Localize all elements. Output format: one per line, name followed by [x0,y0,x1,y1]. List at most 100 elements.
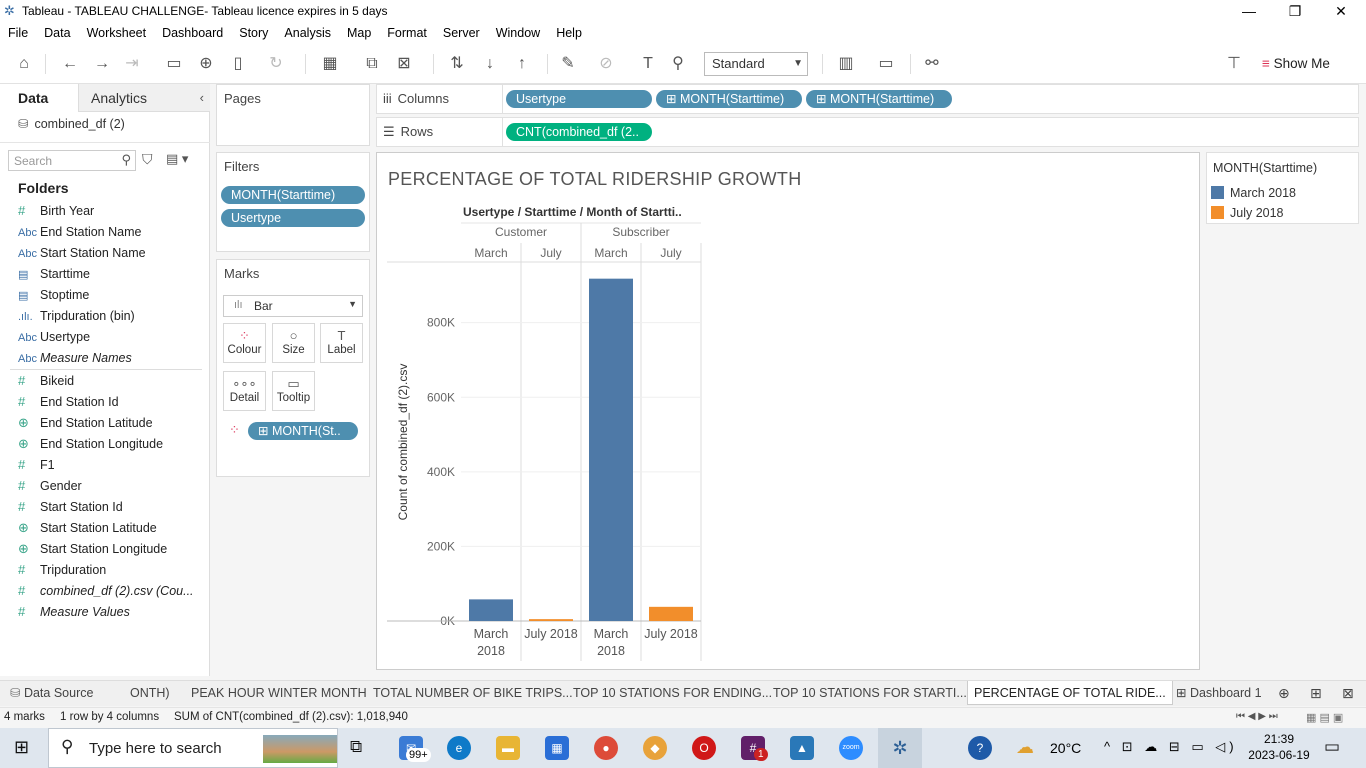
replay-icon[interactable]: ⇥ [125,55,139,72]
swap-icon[interactable]: ⇅ [450,55,464,72]
field-start-station-id[interactable]: # Start Station Id [18,497,123,517]
menu-analysis[interactable]: Analysis [284,26,331,40]
clear-sheet-icon[interactable]: ⊠ [397,55,411,72]
sheet-tab[interactable]: ONTH) [130,686,170,700]
field-end-station-latitude[interactable]: ⊕ End Station Latitude [18,413,153,433]
chrome-icon[interactable]: ● [594,736,618,760]
new-story-icon[interactable]: ⊠ [1342,685,1354,701]
show-me-button[interactable]: ≡ Show Me [1262,52,1330,76]
field-starttime[interactable]: ▤ Starttime [18,264,90,284]
minimize-icon[interactable]: — [1242,3,1256,19]
text-label-icon[interactable]: T [643,55,653,72]
menu-dashboard[interactable]: Dashboard [162,26,224,40]
restore-icon[interactable]: ❐ [1288,3,1302,19]
sheet-tab[interactable]: TOP 10 STATIONS FOR STARTI... [773,686,967,700]
dashboard-tab[interactable]: ⊞ Dashboard 1 [1176,686,1262,700]
label-button[interactable]: T Label [320,323,363,363]
menu-story[interactable]: Story [239,26,269,40]
tableau-taskbar-active[interactable] [878,728,922,768]
notification-icon[interactable]: ▭ [1324,737,1341,756]
brave-icon[interactable]: ◆ [643,736,667,760]
pages-card[interactable]: Pages [216,84,370,146]
colour-pill-month[interactable]: ⊞ MONTH(St.. [248,422,358,440]
field-measure-values[interactable]: # Measure Values [18,602,130,622]
view-mode-icons[interactable]: ▦ ▤ ▣ [1306,712,1344,724]
save-icon[interactable]: ▭ [166,55,182,72]
undo-icon[interactable]: ← [62,55,78,72]
row-pill-count[interactable]: CNT(combined_df (2.. [506,123,652,141]
field-bikeid[interactable]: # Bikeid [18,371,74,391]
menu-file[interactable]: File [8,26,29,40]
field-end-station-name[interactable]: Abc End Station Name [18,222,141,242]
new-dashboard-icon[interactable]: ⊞ [1310,685,1322,701]
show-cards-icon[interactable]: ▥ [838,55,854,72]
field-start-station-name[interactable]: Abc Start Station Name [18,243,146,263]
close-icon[interactable]: ✕ [1335,3,1347,19]
weather-icon[interactable]: ☁ [1016,737,1034,757]
field-search-input[interactable]: Search ⚲ [8,150,136,171]
duplicate-icon[interactable]: ⧉ [366,55,378,72]
highlight-icon[interactable]: ✎ [561,55,575,72]
store-icon[interactable]: ▦ [545,736,569,760]
menu-data[interactable]: Data [44,26,71,40]
legend-item-july[interactable]: July 2018 [1211,205,1284,221]
tab-analytics[interactable]: Analytics ‹ [78,84,210,112]
home-icon[interactable]: ⌂ [19,55,29,72]
colour-button[interactable]: ⁘ Colour [223,323,266,363]
datasource-item[interactable]: ⛁ combined_df (2) [18,116,125,131]
column-pill-month-1[interactable]: ⊞ MONTH(Starttime) [656,90,802,108]
sort-ascending-icon[interactable]: ↓ [486,55,494,72]
column-pill-usertype[interactable]: Usertype [506,90,652,108]
system-tray-icons[interactable]: ^ ⊡ ☁ ⊟ ▭ ◁) [1104,739,1238,754]
taskbar-clock[interactable]: 21:39 2023-06-19 [1244,731,1314,763]
field-start-station-latitude[interactable]: ⊕ Start Station Latitude [18,518,157,538]
zoom-icon[interactable]: zoom [839,736,863,760]
tableau-app-icon[interactable]: ✲ [892,738,908,758]
new-datasource-icon[interactable]: ⊕ [199,55,213,72]
share-icon[interactable]: ⚯ [925,55,939,72]
sheet-tab[interactable]: TOTAL NUMBER OF BIKE TRIPS... [373,686,573,700]
taskbar-search-box[interactable]: ⚲ Type here to search [48,728,338,768]
sheet-tab[interactable]: PEAK HOUR WINTER MONTH [191,686,367,700]
sheet-nav-icons[interactable]: ⏮ ◀ ▶ ⏭ [1236,711,1278,722]
columns-shelf[interactable]: iii Columns Usertype ⊞ MONTH(Starttime) ⊞… [376,84,1359,114]
menu-server[interactable]: Server [442,26,480,40]
column-pill-month-2[interactable]: ⊞ MONTH(Starttime) [806,90,952,108]
redo-icon[interactable]: → [94,55,110,72]
sheet-tab[interactable]: TOP 10 STATIONS FOR ENDING... [573,686,773,700]
legend-item-march[interactable]: March 2018 [1211,185,1296,201]
rows-shelf[interactable]: ☰ Rows CNT(combined_df (2.. [376,117,1359,147]
presentation-icon[interactable]: ▭ [878,55,894,72]
opera-icon[interactable]: O [692,736,716,760]
menu-map[interactable]: Map [346,26,372,40]
field-end-station-id[interactable]: # End Station Id [18,392,119,412]
tab-data[interactable]: Data [0,84,78,112]
collapse-pane-icon[interactable]: ‹ [199,90,204,105]
format-painter-icon[interactable]: ⊤ [1227,55,1241,72]
data-source-tab[interactable]: ⛁ Data Source [10,686,94,700]
filter-pill-month[interactable]: MONTH(Starttime) [221,186,365,204]
field-measure-names[interactable]: Abc Measure Names [18,348,132,368]
filters-card[interactable]: Filters MONTH(Starttime) Usertype [216,152,370,252]
field-record-count[interactable]: # combined_df (2).csv (Cou... [18,581,194,601]
refresh-icon[interactable]: ↻ [269,55,283,72]
sort-descending-icon[interactable]: ↑ [518,55,526,72]
menu-worksheet[interactable]: Worksheet [86,26,147,40]
field-f1[interactable]: # F1 [18,455,55,475]
field-gender[interactable]: # Gender [18,476,82,496]
pause-updates-icon[interactable]: ▯ [233,55,243,72]
field-tripduration[interactable]: # Tripduration [18,560,106,580]
field-birth-year[interactable]: # Birth Year [18,201,94,221]
menu-window[interactable]: Window [495,26,541,40]
menu-help[interactable]: Help [556,26,582,40]
field-start-station-longitude[interactable]: ⊕ Start Station Longitude [18,539,167,559]
view-options-icon[interactable]: ▤ ▾ [166,151,189,166]
field-stoptime[interactable]: ▤ Stoptime [18,285,89,305]
help-icon[interactable]: ? [968,736,992,760]
group-icon[interactable]: ⊘ [599,55,613,72]
new-worksheet-icon[interactable]: ⊕ [1278,685,1290,701]
pin-icon[interactable]: ⚲ [672,55,684,72]
filter-pill-usertype[interactable]: Usertype [221,209,365,227]
photos-icon[interactable]: ▲ [790,736,814,760]
mark-type-dropdown[interactable]: ılı Bar ▼ [223,295,363,317]
